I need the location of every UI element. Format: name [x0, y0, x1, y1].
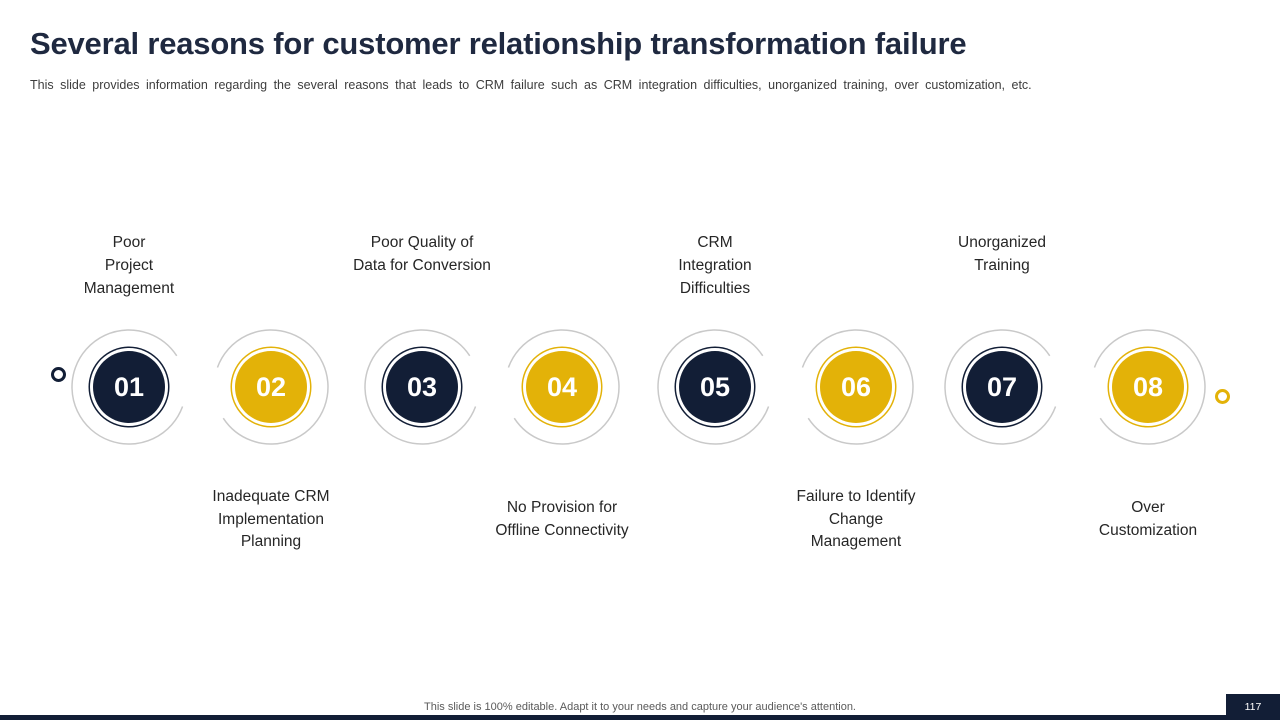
timeline-item-05: CRM Integration Difficulties 05	[620, 0, 810, 720]
item-label: CRM Integration Difficulties	[678, 234, 752, 297]
step-circle: 07	[966, 351, 1038, 423]
step-number: 06	[840, 371, 872, 402]
timeline-item-07: Unorganized Training 07	[907, 0, 1097, 720]
arc-ring-icon	[364, 329, 480, 445]
timeline-item-08: Over Customization 08	[1053, 0, 1243, 720]
timeline-item-06: Failure to Identify Change Management 06	[761, 0, 951, 720]
arc-ring-icon	[944, 329, 1060, 445]
arc-ring-icon	[798, 329, 914, 445]
item-label: Inadequate CRM Implementation Planning	[212, 487, 330, 551]
item-label: Unorganized Training	[958, 234, 1046, 274]
footer-note: This slide is 100% editable. Adapt it to…	[424, 701, 856, 713]
item-label: No Provision for Offline Connectivity	[495, 499, 629, 539]
step-circle: 02	[235, 351, 307, 423]
step-circle: 01	[93, 351, 165, 423]
item-label: Poor Project Management	[83, 234, 175, 297]
arc-ring-icon	[71, 329, 187, 445]
item-label: Failure to Identify Change Management	[796, 487, 916, 551]
arc-ring-icon	[504, 329, 620, 445]
step-number: 01	[113, 371, 145, 402]
step-number: 07	[986, 371, 1018, 402]
step-number: 05	[699, 371, 731, 402]
arc-ring-icon	[657, 329, 773, 445]
item-label: Poor Quality of Data for Conversion	[353, 234, 491, 274]
timeline-item-03: Poor Quality of Data for Conversion 03	[327, 0, 517, 720]
step-circle: 08	[1112, 351, 1184, 423]
step-number: 03	[406, 371, 438, 402]
timeline-item-04: No Provision for Offline Connectivity 04	[467, 0, 657, 720]
arc-ring-icon	[213, 329, 329, 445]
page-number-value: 117	[1244, 701, 1262, 713]
slide-subtitle: This slide provides information regardin…	[30, 78, 1032, 92]
timeline-start-dot	[51, 367, 66, 382]
arc-ring-icon	[1090, 329, 1206, 445]
page-number: 117	[1226, 694, 1280, 720]
item-label: Over Customization	[1098, 499, 1198, 539]
page-title: Several reasons for customer relationshi…	[30, 26, 967, 61]
step-circle: 05	[679, 351, 751, 423]
step-number: 02	[255, 371, 287, 402]
step-circle: 04	[526, 351, 598, 423]
step-number: 04	[546, 371, 578, 402]
timeline-item-01: Poor Project Management 01	[34, 0, 224, 720]
step-circle: 06	[820, 351, 892, 423]
step-circle: 03	[386, 351, 458, 423]
step-number: 08	[1132, 371, 1164, 402]
timeline-end-dot	[1215, 389, 1230, 404]
timeline-item-02: Inadequate CRM Implementation Planning 0…	[176, 0, 366, 720]
bottom-bar	[0, 715, 1280, 720]
